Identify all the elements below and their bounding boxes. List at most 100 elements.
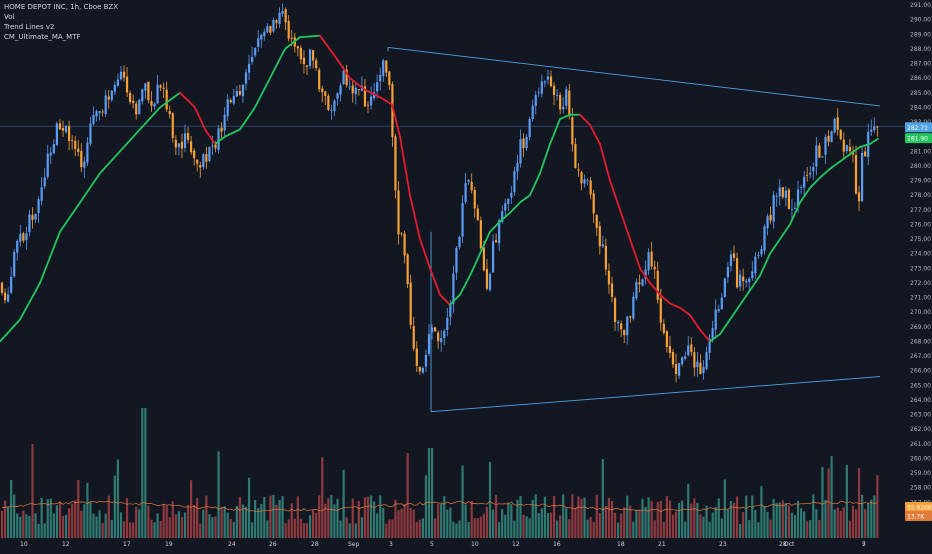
volume-bar: [391, 519, 393, 538]
volume-bar: [74, 500, 76, 538]
candle-body: [824, 137, 826, 155]
price-tick-label: 270.00: [910, 309, 931, 316]
price-tick-label: 267.00: [910, 353, 931, 360]
candle-body: [233, 96, 235, 104]
volume-bar: [163, 504, 165, 538]
volume-bar: [593, 522, 595, 538]
candle-body: [818, 146, 820, 158]
candle-body: [504, 203, 506, 210]
volume-bar: [843, 507, 845, 538]
candle-body: [202, 154, 204, 167]
volume-bar: [269, 496, 271, 538]
candle-body: [282, 11, 284, 14]
candle-body: [102, 112, 104, 113]
volume-bar: [202, 510, 204, 538]
candle-body: [358, 89, 360, 90]
candle-body: [620, 324, 622, 330]
volume-bar: [760, 486, 762, 538]
candle-body: [864, 151, 866, 156]
volume-bar: [471, 501, 473, 538]
volume-bar: [297, 496, 299, 538]
candle-body: [641, 279, 643, 285]
candle-body: [529, 119, 531, 137]
volume-bar: [196, 498, 198, 538]
volume-bar: [260, 504, 262, 538]
volume-bar: [696, 503, 698, 538]
volume-bar: [727, 510, 729, 538]
volume-bar: [620, 514, 622, 538]
candle-body: [513, 171, 515, 192]
candle-body: [413, 326, 415, 349]
ma-segment: [394, 113, 396, 121]
volume-bar: [224, 506, 226, 538]
volume-bar: [849, 521, 851, 538]
volume-bar: [873, 495, 875, 538]
candle-body: [696, 362, 698, 368]
candle-body: [516, 163, 518, 172]
candle-body: [31, 215, 33, 220]
candle-body: [861, 153, 863, 201]
volume-bar: [160, 521, 162, 538]
ma-segment: [614, 192, 616, 198]
volume-bar: [172, 501, 174, 538]
candle-body: [593, 193, 595, 213]
candle-body: [108, 96, 110, 99]
volume-bar: [68, 508, 70, 538]
candle-body: [632, 297, 634, 319]
candle-body: [153, 103, 155, 106]
candle-body: [635, 282, 637, 299]
candle-body: [754, 257, 756, 274]
volume-bar: [712, 512, 714, 538]
volume-bar: [861, 495, 863, 538]
candle-body: [355, 88, 357, 94]
volume-bar: [770, 520, 772, 538]
candle-body: [221, 128, 223, 132]
volume-bar: [364, 497, 366, 538]
candle-body: [217, 128, 219, 150]
volume-bar: [166, 506, 168, 538]
volume-bar: [660, 501, 662, 538]
candle-body: [251, 57, 253, 62]
volume-bar: [519, 496, 521, 538]
volume-bar: [815, 509, 817, 538]
volume-bar: [824, 500, 826, 538]
volume-bar: [312, 509, 314, 538]
volume-bar: [797, 501, 799, 538]
volume-bar: [370, 495, 372, 538]
volume-bar: [766, 512, 768, 538]
candle-body: [718, 309, 720, 311]
candle-body: [855, 155, 857, 194]
legend-trend-lines: Trend Lines v2: [4, 22, 118, 32]
candle-body: [410, 282, 412, 324]
volume-bar: [446, 510, 448, 538]
candle-body: [141, 89, 143, 101]
time-tick-label: 21: [658, 541, 666, 548]
volume-bar: [632, 522, 634, 538]
volume-bar: [730, 501, 732, 538]
volume-tag: 55.920K: [907, 505, 932, 512]
volume-bar: [577, 496, 579, 538]
candle-body: [172, 113, 174, 138]
price-tick-label: 262.00: [910, 426, 931, 433]
candle-body: [34, 214, 36, 220]
candle-body: [565, 89, 567, 105]
volume-bar: [629, 506, 631, 538]
price-tick-label: 271.00: [910, 295, 931, 302]
volume-bar: [89, 502, 91, 538]
ma-segment: [638, 262, 640, 268]
candle-body: [532, 106, 534, 119]
candle-body: [443, 331, 445, 338]
volume-bar: [596, 495, 598, 538]
candle-body: [806, 175, 808, 176]
candle-body: [184, 133, 186, 148]
candle-body: [22, 233, 24, 240]
candle-body: [657, 271, 659, 300]
candle-body: [458, 237, 460, 247]
candle-body: [382, 60, 384, 76]
volume-bar: [92, 514, 94, 538]
volume-bar: [306, 523, 308, 538]
ma-segment: [604, 159, 606, 166]
volume-bar: [449, 508, 451, 538]
